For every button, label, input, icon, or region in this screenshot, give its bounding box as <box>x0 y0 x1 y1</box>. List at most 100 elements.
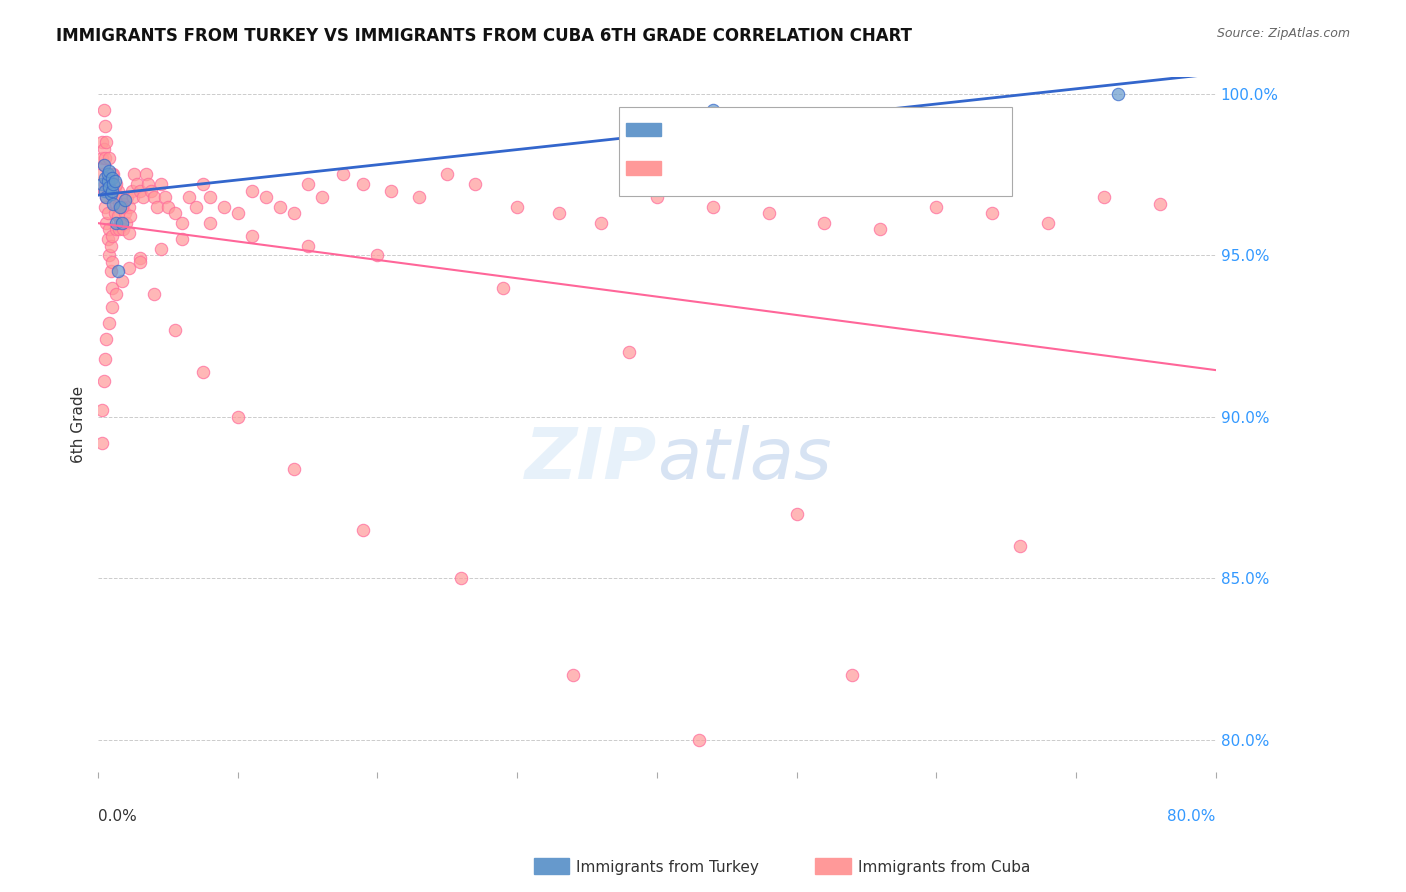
Point <box>145 200 167 214</box>
Point <box>617 345 640 359</box>
Point <box>353 523 375 537</box>
Point <box>548 206 571 220</box>
Text: 125: 125 <box>808 159 849 177</box>
Point <box>589 216 612 230</box>
Point <box>297 177 319 191</box>
Point <box>96 135 118 149</box>
Point <box>98 151 121 165</box>
Point <box>506 200 529 214</box>
Point <box>142 190 165 204</box>
Text: 22: 22 <box>808 120 838 138</box>
Point <box>198 190 221 204</box>
Text: 0.0%: 0.0% <box>98 809 136 824</box>
Point <box>240 184 263 198</box>
Point <box>91 177 114 191</box>
Point <box>93 142 115 156</box>
Text: N =: N = <box>766 122 800 136</box>
Point <box>129 254 152 268</box>
Point <box>297 238 319 252</box>
Point <box>132 190 155 204</box>
Point <box>380 184 402 198</box>
Point <box>104 180 127 194</box>
Point <box>97 174 120 188</box>
Point <box>408 190 430 204</box>
Point <box>90 168 112 182</box>
Text: 80.0%: 80.0% <box>1167 809 1216 824</box>
Point <box>103 168 125 182</box>
Point <box>105 196 128 211</box>
Point <box>139 184 162 198</box>
Point <box>124 168 146 182</box>
Point <box>226 206 249 220</box>
Text: -0.174: -0.174 <box>675 159 734 177</box>
Point <box>100 264 122 278</box>
Point <box>98 222 121 236</box>
Point <box>120 210 142 224</box>
Point <box>94 119 117 133</box>
Point <box>110 190 132 204</box>
Point <box>198 216 221 230</box>
Point <box>103 177 125 191</box>
Point <box>1010 539 1032 553</box>
Point <box>981 206 1004 220</box>
Point <box>91 435 114 450</box>
Point <box>101 280 124 294</box>
Point <box>98 316 121 330</box>
Point <box>869 222 891 236</box>
Point <box>94 170 117 185</box>
Point <box>101 254 124 268</box>
Point <box>101 228 124 243</box>
Point <box>492 280 515 294</box>
Point <box>450 571 472 585</box>
Point <box>153 190 176 204</box>
Point <box>129 252 152 266</box>
Point <box>96 190 118 204</box>
Point <box>114 194 136 208</box>
Point <box>353 177 375 191</box>
Point <box>184 200 207 214</box>
Point <box>177 190 200 204</box>
Point <box>332 168 354 182</box>
Point <box>107 264 129 278</box>
Point <box>114 206 136 220</box>
Point <box>101 300 124 314</box>
Point <box>163 206 186 220</box>
Point <box>111 200 134 214</box>
Point <box>105 216 128 230</box>
Point <box>254 190 277 204</box>
Point <box>94 200 117 214</box>
Point <box>688 733 710 747</box>
Point <box>98 248 121 262</box>
Point <box>269 200 291 214</box>
Point <box>105 177 128 191</box>
Point <box>115 216 138 230</box>
Point <box>786 507 808 521</box>
Point <box>191 177 214 191</box>
Point <box>104 206 127 220</box>
Point <box>108 222 131 236</box>
Point <box>127 177 149 191</box>
Text: Immigrants from Turkey: Immigrants from Turkey <box>576 860 759 874</box>
Point <box>91 135 114 149</box>
Point <box>464 177 486 191</box>
Point <box>118 200 141 214</box>
Point <box>170 216 193 230</box>
Point <box>93 103 115 117</box>
Point <box>112 196 135 211</box>
Point <box>111 274 134 288</box>
Text: 0.315: 0.315 <box>675 120 733 138</box>
Point <box>156 200 179 214</box>
Point <box>96 332 118 346</box>
Point <box>240 228 263 243</box>
Point <box>841 668 863 682</box>
Point <box>108 196 131 211</box>
Point <box>283 206 305 220</box>
Point <box>111 200 134 214</box>
Point <box>105 287 128 301</box>
Point <box>170 232 193 246</box>
Point <box>94 151 117 165</box>
Point <box>112 222 135 236</box>
Point <box>103 190 125 204</box>
Point <box>758 206 780 220</box>
Point <box>94 184 117 198</box>
